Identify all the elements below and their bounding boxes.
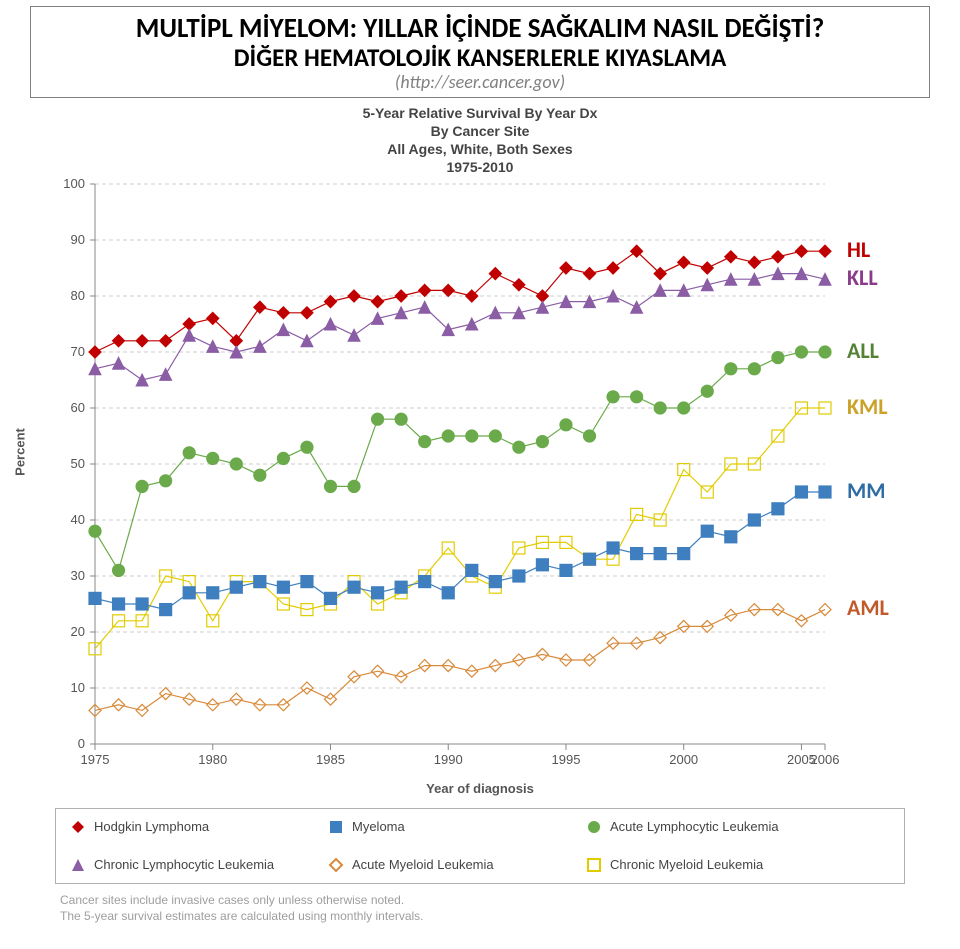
legend-item: Hodgkin Lymphoma (70, 819, 290, 835)
header-title: MULTİPL MİYELOM: YILLAR İÇİNDE SAĞKALIM … (41, 13, 919, 44)
chart-title: 5-Year Relative Survival By Year DxBy Ca… (0, 104, 960, 177)
legend-label: Acute Lymphocytic Leukemia (610, 819, 779, 834)
legend-label: Chronic Myeloid Leukemia (610, 857, 763, 872)
svg-text:20: 20 (71, 624, 85, 639)
series-annot: ALL (847, 340, 879, 362)
header-subtitle: DİĞER HEMATOLOJİK KANSERLERLE KIYASLAMA (41, 44, 919, 73)
legend-item: Chronic Myeloid Leukemia (586, 857, 806, 873)
header-source: (http://seer.cancer.gov) (41, 73, 919, 93)
series-annot: AML (847, 597, 889, 619)
svg-text:80: 80 (71, 288, 85, 303)
legend-marker-icon (328, 819, 344, 835)
legend-row: Hodgkin Lymphoma Myeloma Acute Lymphocytic… (70, 819, 890, 873)
legend-marker-icon (586, 819, 602, 835)
legend-label: Hodgkin Lymphoma (94, 819, 209, 834)
legend-item: Acute Lymphocytic Leukemia (586, 819, 806, 835)
svg-text:40: 40 (71, 512, 85, 527)
svg-text:2000: 2000 (669, 752, 698, 767)
legend-label: Chronic Lymphocytic Leukemia (94, 857, 274, 872)
legend-marker-icon (70, 857, 86, 873)
svg-text:50: 50 (71, 456, 85, 471)
series-annot: HL (847, 239, 870, 261)
svg-text:1975: 1975 (81, 752, 110, 767)
svg-text:0: 0 (78, 736, 85, 751)
svg-text:100: 100 (63, 176, 85, 191)
series-annot: MM (847, 480, 885, 502)
legend-label: Myeloma (352, 819, 405, 834)
legend-item: Chronic Lymphocytic Leukemia (70, 857, 290, 873)
series-annot: KML (847, 396, 888, 418)
svg-text:1995: 1995 (552, 752, 581, 767)
series-annot: KLL (847, 267, 878, 289)
x-axis-label: Year of diagnosis (0, 781, 960, 796)
legend-item: Myeloma (328, 819, 548, 835)
footnote: Cancer sites include invasive cases only… (60, 892, 900, 924)
svg-text:30: 30 (71, 568, 85, 583)
svg-text:2006: 2006 (811, 752, 840, 767)
page: MULTİPL MİYELOM: YILLAR İÇİNDE SAĞKALIM … (0, 6, 960, 924)
svg-text:1990: 1990 (434, 752, 463, 767)
svg-text:60: 60 (71, 400, 85, 415)
legend-label: Acute Myeloid Leukemia (352, 857, 494, 872)
svg-text:1980: 1980 (198, 752, 227, 767)
legend-box: Hodgkin Lymphoma Myeloma Acute Lymphocytic… (55, 808, 905, 884)
y-axis-label: Percent (13, 428, 28, 476)
chart-area: 5-Year Relative Survival By Year DxBy Ca… (0, 102, 960, 802)
legend-marker-icon (70, 819, 86, 835)
svg-text:70: 70 (71, 344, 85, 359)
legend-item: Acute Myeloid Leukemia (328, 857, 548, 873)
svg-text:1985: 1985 (316, 752, 345, 767)
header-box: MULTİPL MİYELOM: YILLAR İÇİNDE SAĞKALIM … (30, 6, 930, 98)
svg-text:90: 90 (71, 232, 85, 247)
legend-marker-icon (586, 857, 602, 873)
chart-svg: 0 10 20 30 40 50 60 70 80 90 100 1975 1980 1985 1990 19… (0, 102, 960, 802)
svg-text:10: 10 (71, 680, 85, 695)
legend-marker-icon (328, 857, 344, 873)
